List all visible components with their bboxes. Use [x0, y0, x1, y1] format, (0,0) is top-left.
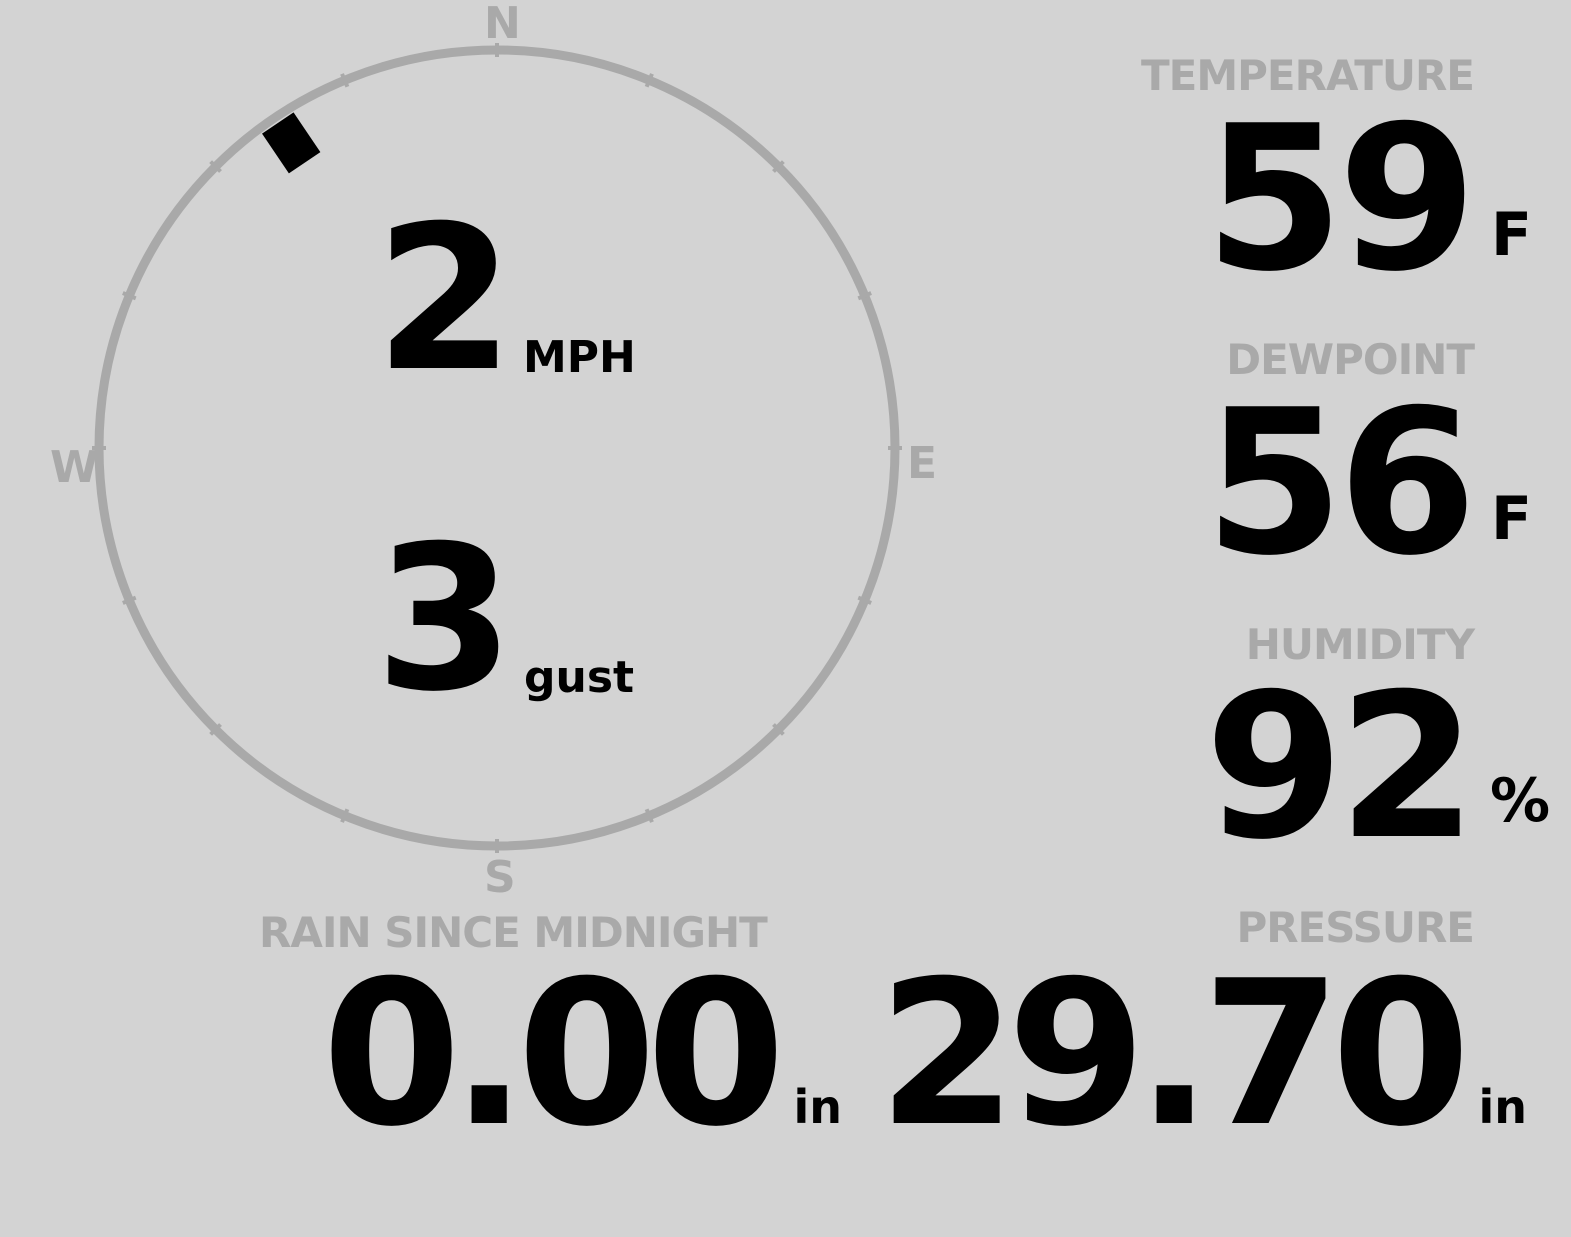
compass-east-label: E: [907, 438, 938, 489]
pressure-value: 29.70: [877, 938, 1471, 1171]
wind-speed-value: 2: [375, 183, 514, 416]
wind-gust-unit: gust: [524, 652, 635, 703]
compass-tick: [340, 808, 350, 823]
humidity-value: 92: [1204, 651, 1477, 884]
dewpoint-label: DEWPOINT: [1226, 335, 1475, 384]
dewpoint-value: 56: [1204, 367, 1477, 600]
compass-tick: [644, 73, 654, 88]
pressure-unit: in: [1478, 1080, 1527, 1134]
humidity-label: HUMIDITY: [1245, 620, 1475, 669]
temperature-unit: F: [1491, 200, 1532, 270]
compass-tick: [122, 291, 137, 301]
rain-reading: 0.00 in: [322, 955, 842, 1155]
wind-gust-value: 3: [375, 503, 514, 736]
temperature-label: TEMPERATURE: [1141, 51, 1475, 100]
dewpoint-unit: F: [1491, 484, 1532, 554]
rain-unit: in: [793, 1080, 842, 1134]
compass-tick: [209, 160, 222, 173]
compass-west-label: W: [50, 442, 99, 493]
compass-south-label: S: [484, 852, 516, 903]
compass-tick: [340, 73, 350, 88]
temperature-value: 59: [1204, 83, 1477, 316]
compass-tick: [209, 723, 222, 736]
wind-compass: [92, 43, 902, 853]
wind-speed-unit: MPH: [523, 332, 636, 383]
compass-tick: [772, 723, 785, 736]
pressure-label: PRESSURE: [1236, 903, 1475, 952]
compass-tick: [857, 291, 872, 301]
humidity-unit: %: [1490, 766, 1551, 836]
compass-tick: [857, 595, 872, 605]
pressure-reading: 29.70 in: [878, 955, 1527, 1155]
rain-label: RAIN SINCE MIDNIGHT: [259, 908, 768, 957]
compass-tick: [772, 160, 785, 173]
wind-direction-marker: [262, 112, 321, 174]
rain-value: 0.00: [322, 938, 785, 1171]
compass-tick: [122, 595, 137, 605]
compass-north-label: N: [484, 0, 521, 49]
compass-tick: [644, 808, 654, 823]
